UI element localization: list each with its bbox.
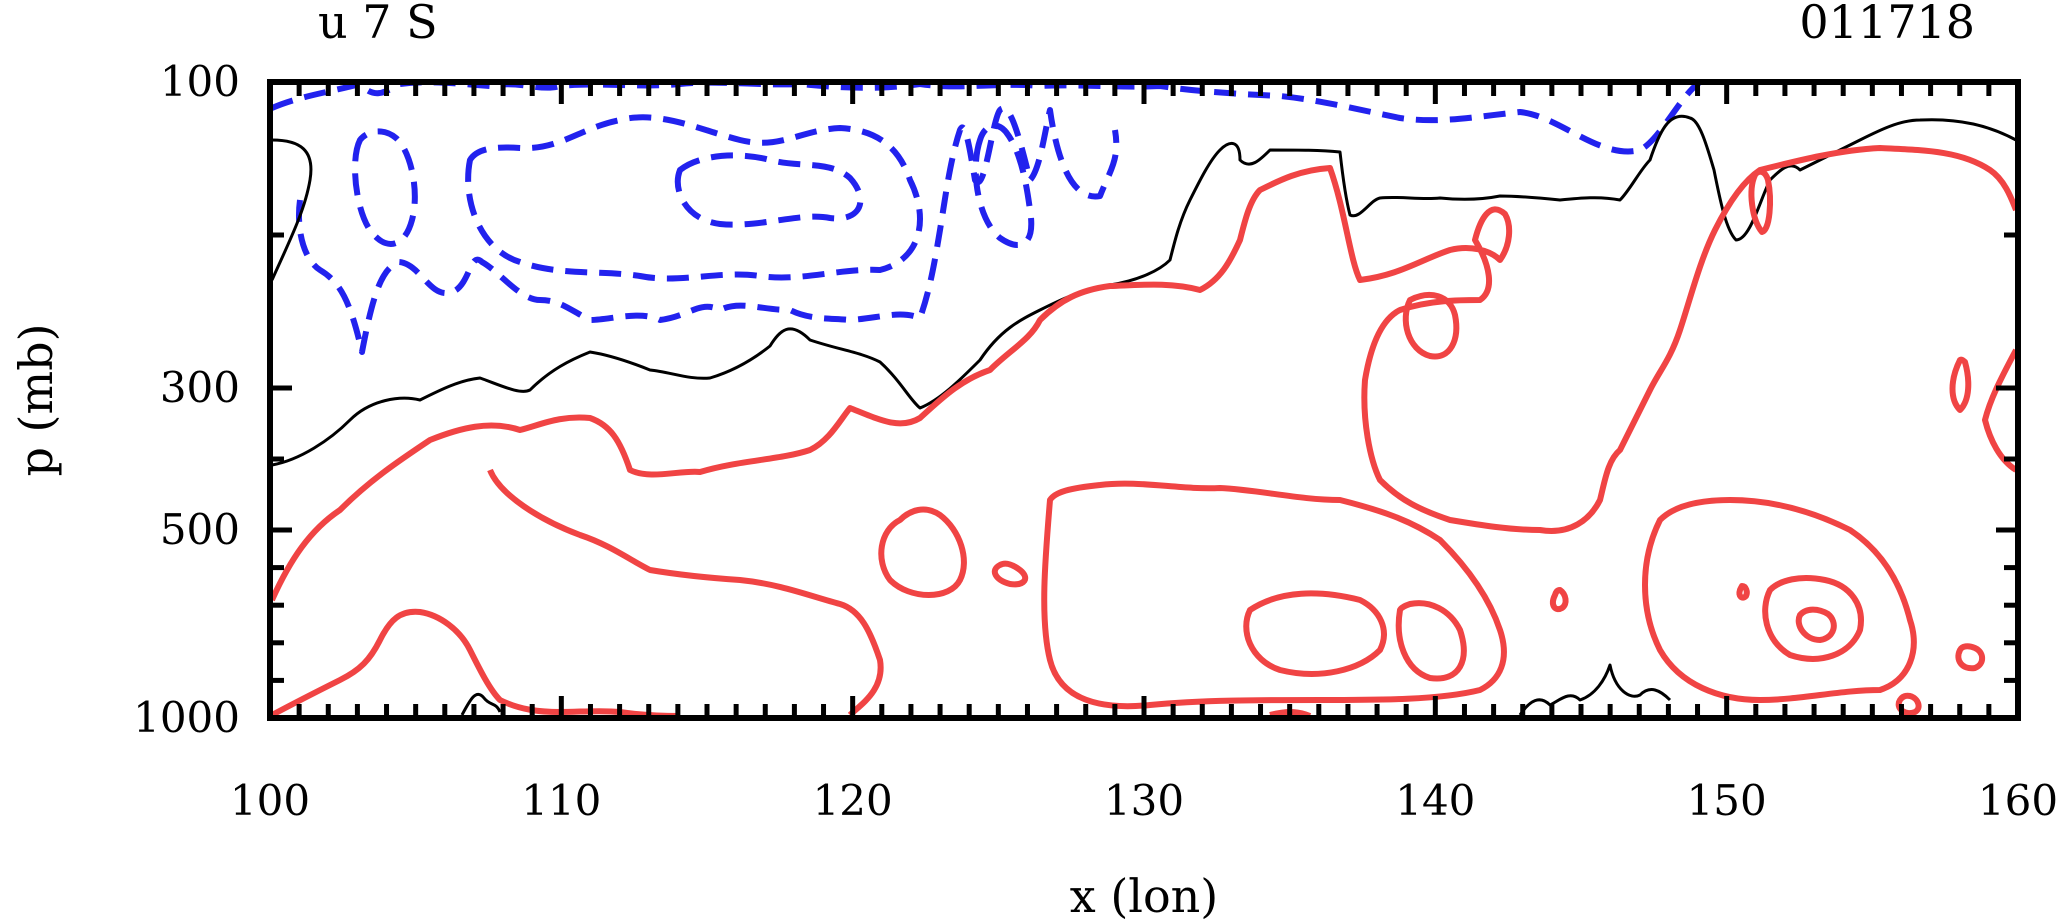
zero-contour-bottom-1: [460, 692, 502, 716]
positive-contour-right-core: [1795, 606, 1837, 643]
negative-contour-center-inner: [674, 152, 864, 228]
positive-contour-right-edge: [1982, 348, 2018, 473]
axis-ticks: [267, 79, 2021, 721]
x-tick-label: 110: [521, 776, 601, 825]
positive-contour-right-inner: [1762, 575, 1864, 662]
positive-contour-inner-mid-2: [1395, 600, 1467, 682]
positive-contours: [270, 145, 2018, 718]
zero-contour-bottom-2: [1518, 663, 1672, 716]
x-tick-label: 100: [230, 776, 310, 825]
positive-contour-right-small: [1949, 356, 1972, 413]
positive-contour-low-left: [270, 608, 681, 718]
positive-contour-big-mid: [1041, 480, 1507, 710]
positive-contour-ring-d: [1550, 587, 1569, 613]
negative-contour-outer: [270, 82, 1702, 155]
positive-contour-right-lobe: [1642, 497, 1917, 703]
negative-contour-main: [296, 105, 1120, 355]
zero-contour-left: [270, 138, 313, 281]
y-tick-label: 500: [160, 505, 240, 554]
title-right: 011718: [1799, 0, 1975, 49]
y-tick-label: 1000: [133, 693, 240, 742]
positive-contour-outer: [270, 145, 2018, 602]
y-tick-label: 100: [160, 57, 240, 106]
negative-contour-center-outer: [465, 114, 923, 282]
contour-lines: [270, 82, 2018, 718]
x-tick-label: 130: [1104, 776, 1184, 825]
positive-contour-ring-e: [1736, 583, 1750, 601]
y-axis-title: p (mb): [9, 323, 63, 476]
x-tick-label: 160: [1978, 776, 2058, 825]
negative-contours: [270, 82, 1702, 355]
x-tick-label: 120: [813, 776, 893, 825]
positive-contour-inner-mid-1: [1243, 590, 1387, 677]
positive-contour-ring-a: [878, 506, 967, 598]
x-tick-labels: 100 110 120 130 140 150 160: [230, 776, 2058, 825]
y-tick-labels: 100 300 500 1000: [133, 57, 240, 742]
positive-contour-ring-c: [1402, 292, 1460, 360]
positive-contour-mid-lower: [487, 468, 884, 718]
y-tick-label: 300: [160, 363, 240, 412]
x-tick-label: 140: [1395, 776, 1475, 825]
title-left: u 7 S: [318, 0, 438, 49]
x-axis-title: x (lon): [1070, 869, 1219, 923]
negative-contour-left: [352, 128, 418, 247]
negative-contour-right: [972, 122, 1035, 248]
positive-contour-ring-f: [1955, 643, 1986, 672]
x-tick-label: 150: [1687, 776, 1767, 825]
positive-contour-ring-b: [991, 560, 1029, 588]
plot-area: 100 110 120 130 140 150 160 100 300 500 1000: [133, 57, 2058, 825]
zero-contour-main: [271, 114, 2017, 467]
positive-contour-top-right: [1748, 168, 1773, 235]
